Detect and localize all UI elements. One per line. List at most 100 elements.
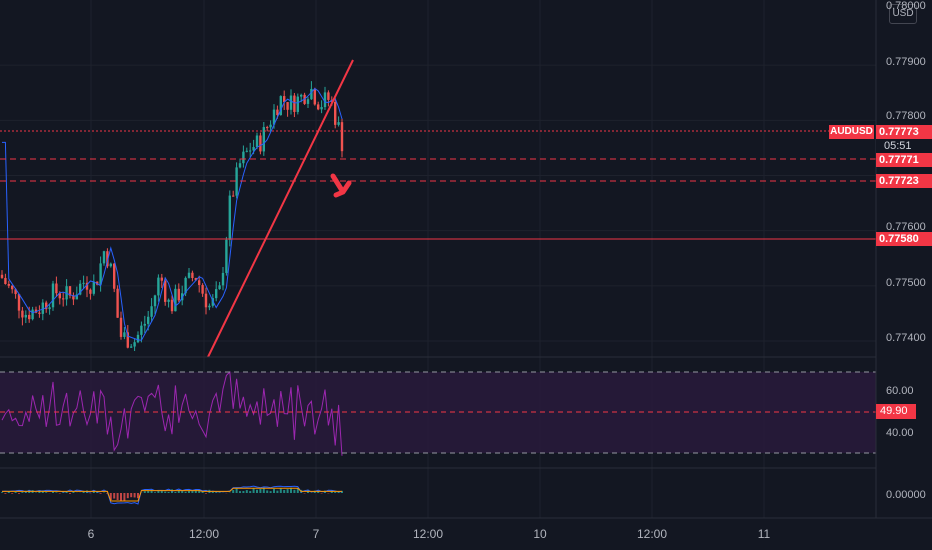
- candle-body: [215, 289, 218, 299]
- macd-bar: [174, 491, 177, 493]
- macd-bar: [62, 492, 65, 493]
- macd-bar: [55, 492, 58, 493]
- candle-body: [201, 285, 204, 294]
- candle-body: [269, 124, 272, 128]
- candle-body: [238, 163, 242, 168]
- time-tick: 12:00: [412, 527, 444, 541]
- macd-bar: [317, 491, 320, 493]
- macd-bar: [269, 491, 272, 493]
- candle-body: [170, 299, 174, 312]
- candle-body: [252, 147, 255, 151]
- candle-body: [157, 277, 160, 296]
- macd-bar: [191, 490, 194, 493]
- candle-body: [58, 293, 61, 299]
- macd-bar: [239, 491, 241, 493]
- macd-bar: [198, 489, 201, 493]
- macd-bar: [130, 493, 133, 498]
- candles: [0, 81, 344, 351]
- macd-bar: [82, 491, 85, 493]
- macd-bar: [11, 493, 14, 494]
- candle-body: [174, 288, 177, 312]
- candle-body: [228, 195, 231, 240]
- candle-body: [306, 99, 310, 104]
- macd-bar: [218, 492, 221, 493]
- macd-bar: [150, 489, 153, 493]
- candle-body: [164, 280, 167, 302]
- candle-body: [334, 101, 337, 125]
- rsi-band: [0, 372, 876, 453]
- macd-bar: [184, 491, 187, 493]
- symbol-tag: AUDUSD: [829, 125, 874, 139]
- time-tick: 6: [87, 527, 95, 541]
- macd-bar: [283, 489, 286, 493]
- candle-body: [211, 298, 214, 306]
- candle-body: [21, 310, 24, 318]
- candle-body: [4, 277, 7, 284]
- price-tick: 0.78000: [886, 0, 926, 12]
- candle-body: [41, 302, 44, 314]
- macd-bar: [154, 492, 156, 493]
- grid: [0, 0, 877, 518]
- candle-body: [160, 277, 163, 281]
- macd-bar: [211, 491, 214, 493]
- time-tick: 11: [757, 527, 771, 541]
- macd-bar: [293, 489, 296, 493]
- candle-body: [72, 295, 75, 300]
- macd-histogram: [1, 487, 343, 501]
- candle-body: [187, 272, 191, 278]
- candle-body: [17, 294, 21, 311]
- macd-bar: [1, 492, 3, 493]
- macd-tick: 0.00000: [886, 489, 926, 501]
- candle-body: [55, 283, 58, 294]
- macd-bar: [4, 493, 7, 494]
- ascending-trendline[interactable]: [207, 59, 354, 358]
- candle-body: [225, 239, 228, 273]
- macd-bar: [72, 491, 75, 493]
- candle-body: [106, 251, 109, 267]
- candle-body: [272, 109, 276, 125]
- macd-bar: [137, 493, 139, 499]
- candle-body: [143, 323, 146, 326]
- macd-bar: [252, 488, 255, 493]
- level-badge: 0.77580: [876, 232, 932, 246]
- candle-body: [7, 283, 10, 286]
- macd-bar: [7, 490, 10, 493]
- macd-bar: [235, 488, 238, 493]
- macd-bar: [167, 491, 170, 493]
- rsi-guides: [0, 371, 876, 454]
- moving-average-line: [2, 87, 343, 341]
- candle-body: [235, 167, 238, 196]
- time-tick: 7: [312, 527, 320, 541]
- currency-label[interactable]: USD: [889, 4, 917, 24]
- price-tick: 0.77800: [886, 110, 926, 122]
- macd-bar: [177, 489, 180, 493]
- time-tick: 12:00: [188, 527, 220, 541]
- macd-bar: [201, 491, 204, 493]
- candle-body: [283, 96, 286, 103]
- candle-body: [153, 295, 157, 307]
- candle-body: [109, 263, 112, 267]
- candle-body: [198, 280, 201, 286]
- candle-body: [245, 150, 248, 152]
- macd-bar: [242, 491, 245, 493]
- candle-body: [262, 127, 265, 152]
- candle-body: [289, 95, 293, 110]
- candle-body: [126, 332, 129, 348]
- macd-bar: [109, 493, 112, 501]
- rsi-line: [1, 370, 343, 456]
- macd-bar: [21, 492, 24, 493]
- candle-body: [14, 289, 17, 295]
- candle-body: [140, 325, 143, 335]
- candle-body: [99, 263, 102, 285]
- candle-body: [24, 314, 27, 318]
- macd-bar: [45, 492, 48, 493]
- macd-bar: [273, 488, 275, 493]
- candle-body: [266, 127, 269, 129]
- macd-bar: [120, 493, 122, 501]
- candle-body: [116, 288, 119, 318]
- candle-body: [191, 272, 194, 279]
- candle-body: [249, 150, 252, 152]
- macd-bar: [69, 493, 71, 494]
- candle-body: [208, 305, 211, 308]
